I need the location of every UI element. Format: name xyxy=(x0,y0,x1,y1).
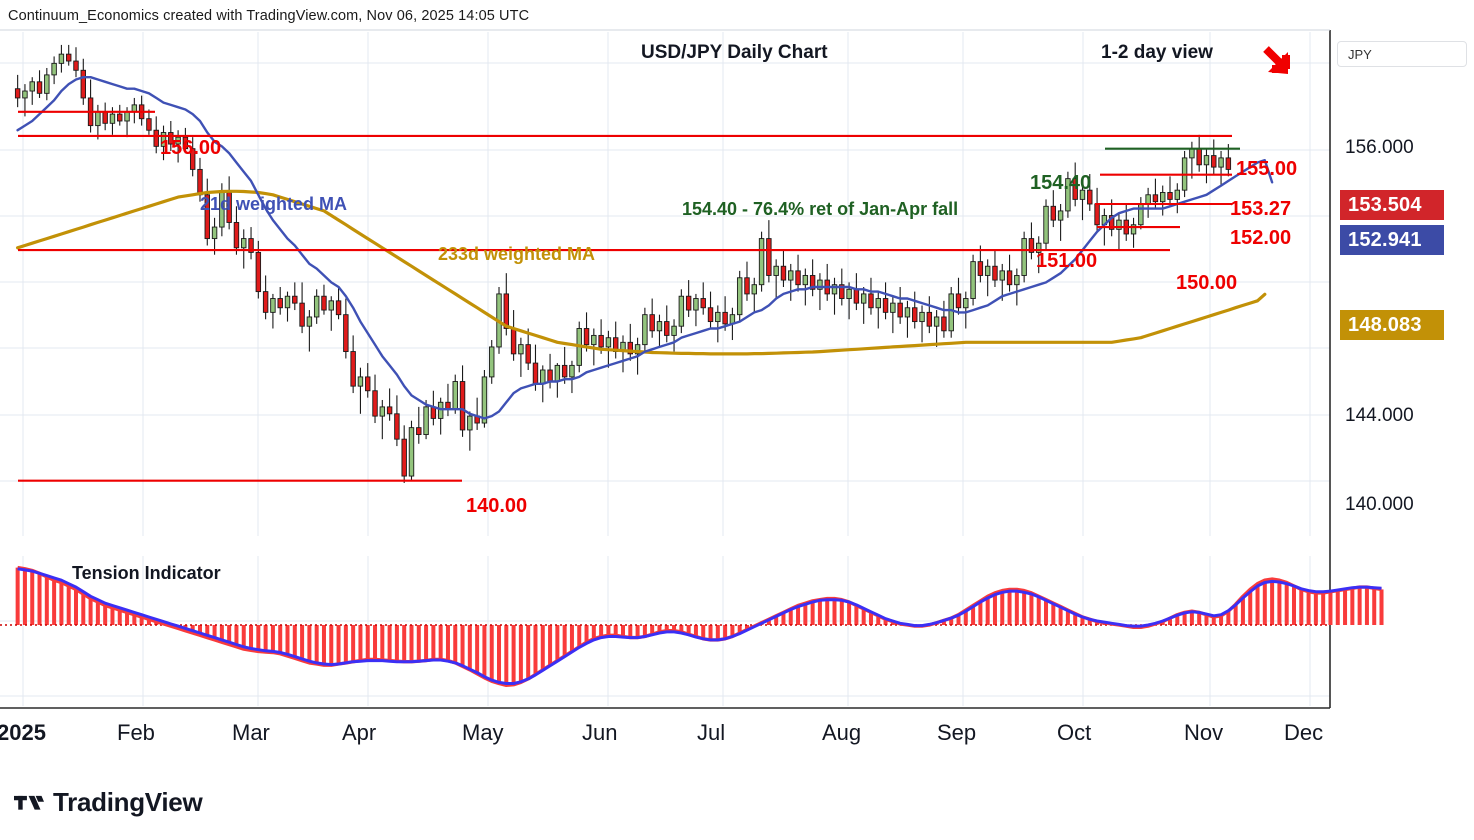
retracement-note: 154.40 - 76.4% ret of Jan-Apr fall xyxy=(682,199,959,219)
time-axis-label: Oct xyxy=(1057,720,1092,745)
price-level-label-140-00: 140.00 xyxy=(466,495,528,517)
chart-title: USD/JPY Daily Chart xyxy=(641,42,828,63)
symbol-currency-label: JPY xyxy=(1348,46,1372,62)
credit-line: Continuum_Economics created with Trading… xyxy=(8,8,530,24)
time-axis-label: Dec xyxy=(1284,720,1324,745)
indicator-blue-line xyxy=(17,567,1382,685)
arrow-head-icon xyxy=(1268,52,1288,74)
tradingview-logo-icon xyxy=(14,795,44,810)
price-level-label-156-00: 156.00 xyxy=(160,137,222,159)
price-axis-tick: 156.000 xyxy=(1345,137,1414,158)
ma21-label: 21d weighted MA xyxy=(200,194,348,214)
time-axis-label: Apr xyxy=(342,720,377,745)
price-level-label-151-00: 151.00 xyxy=(1036,250,1098,272)
price-level-label-153-27: 153.27 xyxy=(1230,198,1292,220)
time-axis-label: Mar xyxy=(232,720,270,745)
tension-indicator-histogram xyxy=(15,567,1384,686)
tradingview-wordmark: TradingView xyxy=(53,787,203,817)
price-level-label-154-40: 154.40 xyxy=(1030,172,1092,194)
time-axis-label: Jul xyxy=(697,720,726,745)
symbol-currency-box[interactable]: JPY xyxy=(1337,41,1467,67)
last-price-badge[interactable]: 153.504 xyxy=(1340,190,1444,220)
ma21-value-badge[interactable]: 152.941 xyxy=(1340,225,1444,255)
price-level-label-152-00: 152.00 xyxy=(1230,227,1292,249)
time-axis-label: May xyxy=(462,720,504,745)
view-note: 1-2 day view xyxy=(1101,42,1213,63)
tension-indicator-label: Tension Indicator xyxy=(72,563,221,583)
price-level-label-155-00: 155.00 xyxy=(1236,158,1298,180)
time-axis-label: Sep xyxy=(937,720,977,745)
price-axis-tick: 140.000 xyxy=(1345,494,1414,515)
ma21-line xyxy=(16,75,1274,420)
time-axis-label: 2025 xyxy=(0,720,46,745)
time-axis-label: Jun xyxy=(582,720,618,745)
ma233-label: 233d weighted MA xyxy=(438,244,596,264)
price-level-label-150-00: 150.00 xyxy=(1176,272,1238,294)
ma233-value-badge[interactable]: 148.083 xyxy=(1340,310,1444,340)
time-axis-label: Feb xyxy=(117,720,155,745)
ma233-line xyxy=(16,189,1267,356)
price-axis-tick: 144.000 xyxy=(1345,405,1414,426)
time-axis-label: Nov xyxy=(1184,720,1224,745)
time-axis-label: Aug xyxy=(822,720,862,745)
tradingview-logo: TradingView xyxy=(14,787,203,818)
